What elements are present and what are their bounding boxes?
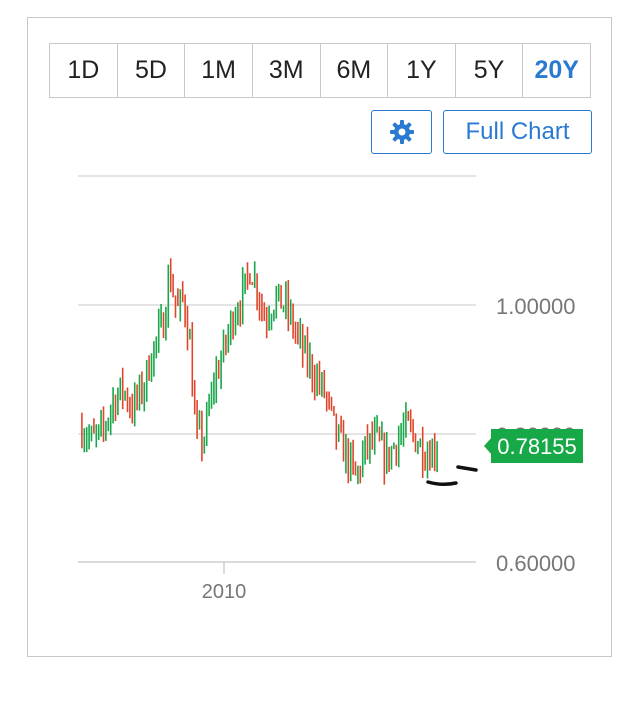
range-20y[interactable]: 20Y <box>522 44 590 97</box>
annotation-mark <box>426 480 458 487</box>
candles-group <box>81 258 438 485</box>
range-3m[interactable]: 3M <box>251 44 320 97</box>
range-5y[interactable]: 5Y <box>454 44 523 97</box>
range-1d[interactable]: 1D <box>67 56 100 84</box>
range-1y[interactable]: 1Y <box>387 44 455 97</box>
range-5d[interactable]: 5D <box>116 44 185 97</box>
gear-icon <box>389 120 414 144</box>
last-price-tag <box>491 429 583 463</box>
y-tick-label: 0.60000 <box>496 551 576 576</box>
last-price-label: 0.78155 <box>497 434 577 459</box>
x-tick-label: 2010 <box>202 581 247 603</box>
range-6m[interactable]: 6M <box>319 44 388 97</box>
settings-button[interactable] <box>371 110 432 154</box>
range-1m[interactable]: 1M <box>184 44 252 97</box>
range-selector: 1D 5D 1M 3M 6M 1Y 5Y 20Y <box>49 43 591 98</box>
y-tick-label: 1.00000 <box>496 294 576 319</box>
last-price-arrow <box>484 437 492 455</box>
annotation-mark <box>456 465 478 472</box>
full-chart-button[interactable]: Full Chart <box>443 110 592 154</box>
